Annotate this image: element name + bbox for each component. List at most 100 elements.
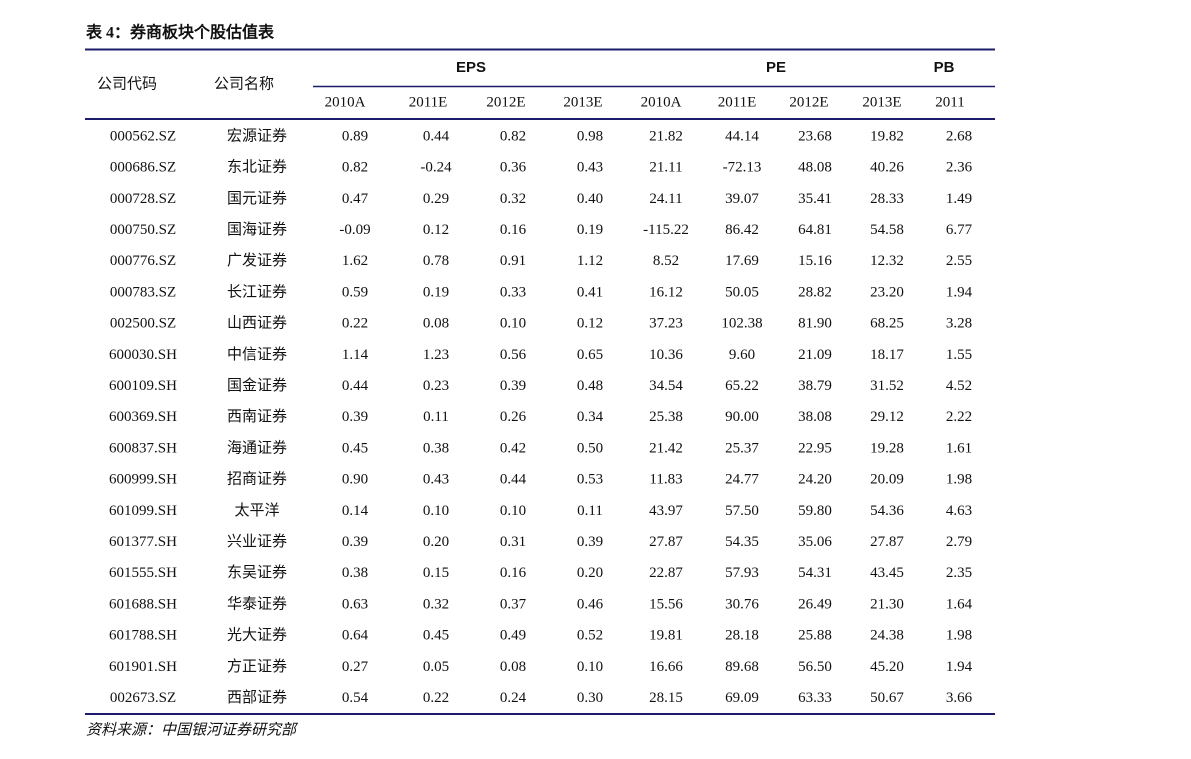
stock-code: 000750.SZ <box>110 222 176 238</box>
year-header: 2010A <box>325 94 366 110</box>
year-header: 2011E <box>409 94 448 110</box>
company-name: 国海证券 <box>227 221 287 238</box>
stock-code: 600369.SH <box>109 409 177 425</box>
cell-value: 3.28 <box>946 316 972 332</box>
stock-code: 601688.SH <box>109 596 177 612</box>
cell-value: 0.43 <box>577 160 603 176</box>
year-header: 2012E <box>789 94 828 110</box>
cell-value: 0.29 <box>423 191 449 207</box>
cell-value: 0.24 <box>500 690 527 706</box>
cell-value: 0.11 <box>423 409 449 425</box>
cell-value: 0.50 <box>577 440 603 456</box>
cell-value: 22.87 <box>649 565 683 581</box>
cell-value: 6.77 <box>946 222 973 238</box>
company-name: 山西证券 <box>227 315 287 332</box>
cell-value: 19.28 <box>870 440 904 456</box>
cell-value: 39.07 <box>725 191 759 207</box>
cell-value: 63.33 <box>798 690 832 706</box>
cell-value: 4.52 <box>946 378 972 394</box>
cell-value: 1.94 <box>946 284 973 300</box>
cell-value: 0.44 <box>500 472 527 488</box>
stock-code: 000562.SZ <box>110 128 176 144</box>
cell-value: 0.54 <box>342 690 369 706</box>
cell-value: 0.42 <box>500 440 526 456</box>
cell-value: 34.54 <box>649 378 683 394</box>
stock-code: 002500.SZ <box>110 316 176 332</box>
company-name: 东北证券 <box>227 159 287 176</box>
cell-value: 28.15 <box>649 690 683 706</box>
group-header: EPS <box>456 59 486 76</box>
cell-value: 0.91 <box>500 253 526 269</box>
cell-value: 1.14 <box>342 347 369 363</box>
company-name: 国元证券 <box>227 190 287 207</box>
stock-code: 000686.SZ <box>110 160 176 176</box>
cell-value: 0.16 <box>500 565 527 581</box>
cell-value: 19.81 <box>649 628 683 644</box>
cell-value: 0.45 <box>342 440 368 456</box>
cell-value: 0.27 <box>342 659 369 675</box>
cell-value: 24.38 <box>870 628 904 644</box>
cell-value: -72.13 <box>723 160 762 176</box>
cell-value: 12.32 <box>870 253 904 269</box>
cell-value: 0.65 <box>577 347 603 363</box>
group-header: PE <box>766 59 786 76</box>
cell-value: 18.17 <box>870 347 904 363</box>
stock-code: 600109.SH <box>109 378 177 394</box>
cell-value: 1.55 <box>946 347 972 363</box>
year-header: 2011E <box>718 94 757 110</box>
cell-value: 40.26 <box>870 160 904 176</box>
company-name: 兴业证券 <box>227 533 287 550</box>
cell-value: 89.68 <box>725 659 759 675</box>
cell-value: 90.00 <box>725 409 759 425</box>
cell-value: 68.25 <box>870 316 904 332</box>
cell-value: 23.20 <box>870 284 904 300</box>
cell-value: 27.87 <box>649 534 683 550</box>
cell-value: 54.31 <box>798 565 832 581</box>
cell-value: 57.93 <box>725 565 759 581</box>
cell-value: 0.39 <box>342 409 368 425</box>
cell-value: 24.77 <box>725 472 759 488</box>
cell-value: 1.94 <box>946 659 973 675</box>
company-name: 东吴证券 <box>227 564 287 581</box>
cell-value: 0.48 <box>577 378 603 394</box>
cell-value: 0.82 <box>342 160 368 176</box>
cell-value: 0.56 <box>500 347 527 363</box>
cell-value: 0.26 <box>500 409 527 425</box>
cell-value: 0.64 <box>342 628 369 644</box>
cell-value: 0.19 <box>423 284 449 300</box>
cell-value: 56.50 <box>798 659 832 675</box>
cell-value: 0.40 <box>577 191 603 207</box>
cell-value: 43.97 <box>649 503 683 519</box>
cell-value: 11.83 <box>649 472 682 488</box>
cell-value: 0.39 <box>500 378 526 394</box>
cell-value: 2.22 <box>946 409 972 425</box>
cell-value: 25.38 <box>649 409 683 425</box>
cell-value: 64.81 <box>798 222 832 238</box>
cell-value: 0.43 <box>423 472 449 488</box>
stock-code: 600030.SH <box>109 347 177 363</box>
cell-value: 1.23 <box>423 347 449 363</box>
cell-value: 45.20 <box>870 659 904 675</box>
cell-value: 54.36 <box>870 503 904 519</box>
cell-value: 21.09 <box>798 347 832 363</box>
cell-value: 0.12 <box>423 222 449 238</box>
group-header: PB <box>934 59 955 76</box>
cell-value: 0.33 <box>500 284 526 300</box>
stock-code: 601788.SH <box>109 628 177 644</box>
name-header: 公司名称 <box>214 75 274 92</box>
cell-value: 29.12 <box>870 409 904 425</box>
cell-value: 8.52 <box>653 253 679 269</box>
cell-value: 0.15 <box>423 565 449 581</box>
cell-value: 0.10 <box>500 316 526 332</box>
cell-value: 16.66 <box>649 659 683 675</box>
cell-value: 54.35 <box>725 534 759 550</box>
cell-value: 0.12 <box>577 316 603 332</box>
cell-value: 27.87 <box>870 534 904 550</box>
company-name: 光大证券 <box>227 627 287 644</box>
cell-value: 19.82 <box>870 128 904 144</box>
cell-value: 2.79 <box>946 534 972 550</box>
stock-code: 002673.SZ <box>110 690 176 706</box>
cell-value: 23.68 <box>798 128 832 144</box>
cell-value: 25.37 <box>725 440 759 456</box>
